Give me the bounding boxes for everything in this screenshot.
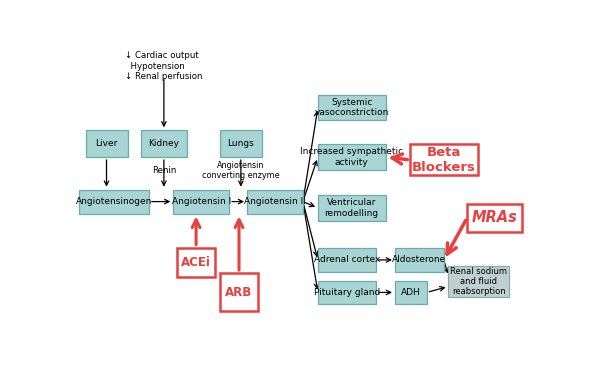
Text: ARB: ARB bbox=[225, 286, 253, 298]
FancyBboxPatch shape bbox=[220, 130, 262, 157]
FancyBboxPatch shape bbox=[85, 130, 128, 157]
Text: Beta
Blockers: Beta Blockers bbox=[412, 146, 476, 174]
Text: Ventricular
remodelling: Ventricular remodelling bbox=[324, 198, 379, 218]
Text: ADH: ADH bbox=[401, 288, 421, 297]
FancyBboxPatch shape bbox=[79, 190, 149, 214]
FancyBboxPatch shape bbox=[318, 281, 376, 304]
FancyBboxPatch shape bbox=[141, 130, 187, 157]
Text: Angiotensinogen: Angiotensinogen bbox=[76, 197, 152, 206]
Text: MRAs: MRAs bbox=[472, 210, 518, 225]
Text: Renal sodium
and fluid
reabsorption: Renal sodium and fluid reabsorption bbox=[450, 266, 507, 296]
Text: Kidney: Kidney bbox=[149, 139, 179, 148]
FancyBboxPatch shape bbox=[173, 190, 229, 214]
Text: Increased sympathetic
activity: Increased sympathetic activity bbox=[300, 148, 403, 167]
FancyBboxPatch shape bbox=[467, 204, 522, 232]
FancyBboxPatch shape bbox=[395, 248, 444, 272]
Text: Aldosterone: Aldosterone bbox=[393, 255, 447, 265]
FancyBboxPatch shape bbox=[318, 95, 385, 120]
Text: Angiotensin II: Angiotensin II bbox=[244, 197, 306, 206]
Text: Renin: Renin bbox=[152, 166, 176, 175]
FancyBboxPatch shape bbox=[448, 266, 509, 297]
FancyBboxPatch shape bbox=[177, 247, 216, 277]
Text: Systemic
vasoconstriction: Systemic vasoconstriction bbox=[314, 98, 389, 117]
Text: Pituitary gland: Pituitary gland bbox=[314, 288, 380, 297]
FancyBboxPatch shape bbox=[220, 273, 258, 311]
Text: Liver: Liver bbox=[95, 139, 118, 148]
Text: Angiotensin
converting enzyme: Angiotensin converting enzyme bbox=[202, 161, 280, 180]
Text: Adrenal cortex: Adrenal cortex bbox=[314, 255, 380, 265]
Text: Lungs: Lungs bbox=[228, 139, 254, 148]
FancyBboxPatch shape bbox=[318, 144, 385, 170]
Text: ACEi: ACEi bbox=[181, 256, 211, 269]
FancyBboxPatch shape bbox=[247, 190, 303, 214]
Text: ↓ Cardiac output
  Hypotension
↓ Renal perfusion: ↓ Cardiac output Hypotension ↓ Renal per… bbox=[125, 51, 203, 81]
Text: Angiotensin I: Angiotensin I bbox=[172, 197, 231, 206]
FancyBboxPatch shape bbox=[395, 281, 427, 304]
FancyBboxPatch shape bbox=[318, 248, 376, 272]
FancyBboxPatch shape bbox=[410, 144, 478, 175]
FancyBboxPatch shape bbox=[318, 195, 385, 221]
